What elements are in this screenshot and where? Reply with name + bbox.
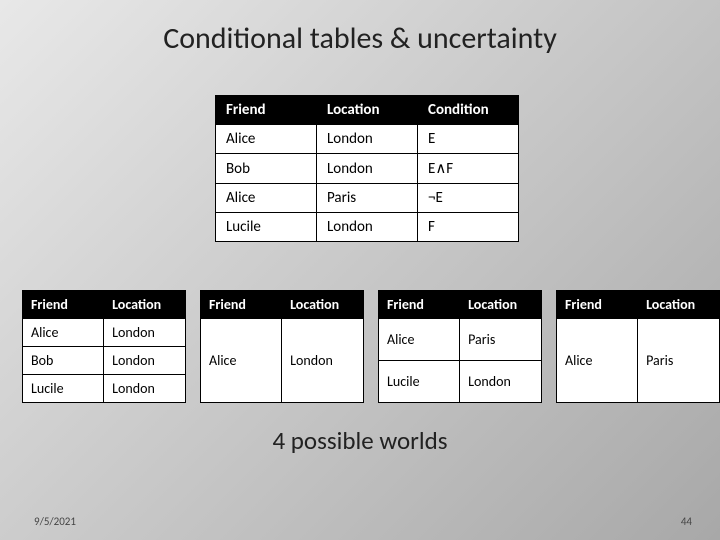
col-header: Friend: [379, 291, 460, 319]
world-table-1: Friend Location AliceLondon BobLondon Lu…: [22, 290, 186, 403]
world-tables-row: Friend Location AliceLondon BobLondon Lu…: [22, 290, 720, 403]
cell: Alice: [23, 319, 104, 347]
cell: Paris: [460, 319, 542, 361]
cell: London: [317, 125, 418, 154]
cell: Lucile: [379, 361, 460, 403]
cell: Alice: [379, 319, 460, 361]
cell: E∧F: [418, 154, 519, 184]
cell: London: [282, 319, 364, 403]
col-header: Friend: [23, 291, 104, 319]
table-row: Lucile London F: [216, 213, 519, 242]
col-header: Location: [638, 291, 720, 319]
cell: London: [460, 361, 542, 403]
footer-page: 44: [681, 515, 692, 528]
cell: Paris: [638, 319, 720, 403]
cell: Alice: [557, 319, 638, 403]
table-header-row: Friend Location: [379, 291, 542, 319]
table-row: Alice Paris ¬E: [216, 184, 519, 213]
table-header-row: Friend Location: [23, 291, 186, 319]
col-header: Friend: [216, 96, 317, 125]
table-row: AliceLondon: [23, 319, 186, 347]
cell: London: [317, 154, 418, 184]
table-row: BobLondon: [23, 347, 186, 375]
subtitle: 4 possible worlds: [0, 425, 720, 456]
cell: Alice: [216, 125, 317, 154]
cell: ¬E: [418, 184, 519, 213]
cell: London: [104, 319, 186, 347]
cell: F: [418, 213, 519, 242]
col-header: Friend: [201, 291, 282, 319]
col-header: Location: [317, 96, 418, 125]
cell: London: [317, 213, 418, 242]
table-row: AliceParis: [379, 319, 542, 361]
cell: Paris: [317, 184, 418, 213]
cell: London: [104, 347, 186, 375]
table-row: LucileLondon: [23, 375, 186, 403]
cell: Bob: [23, 347, 104, 375]
world-table-4: Friend Location AliceParis: [556, 290, 720, 403]
world-table-3: Friend Location AliceParis LucileLondon: [378, 290, 542, 403]
table-header-row: Friend Location Condition: [216, 96, 519, 125]
cell: Lucile: [216, 213, 317, 242]
table-header-row: Friend Location: [557, 291, 720, 319]
cell: E: [418, 125, 519, 154]
cell: Lucile: [23, 375, 104, 403]
col-header: Friend: [557, 291, 638, 319]
table-row: LucileLondon: [379, 361, 542, 403]
cell: Alice: [201, 319, 282, 403]
table-row: Bob London E∧F: [216, 154, 519, 184]
table-row: AliceLondon: [201, 319, 364, 403]
slide-title: Conditional tables & uncertainty: [0, 0, 720, 57]
cell: London: [104, 375, 186, 403]
main-table: Friend Location Condition Alice London E…: [215, 95, 519, 242]
cell: Alice: [216, 184, 317, 213]
col-header: Location: [282, 291, 364, 319]
footer-date: 9/5/2021: [34, 515, 76, 528]
cell: Bob: [216, 154, 317, 184]
table-row: Alice London E: [216, 125, 519, 154]
slide: Conditional tables & uncertainty Friend …: [0, 0, 720, 540]
col-header: Location: [104, 291, 186, 319]
table-row: AliceParis: [557, 319, 720, 403]
col-header: Condition: [418, 96, 519, 125]
col-header: Location: [460, 291, 542, 319]
table-header-row: Friend Location: [201, 291, 364, 319]
world-table-2: Friend Location AliceLondon: [200, 290, 364, 403]
